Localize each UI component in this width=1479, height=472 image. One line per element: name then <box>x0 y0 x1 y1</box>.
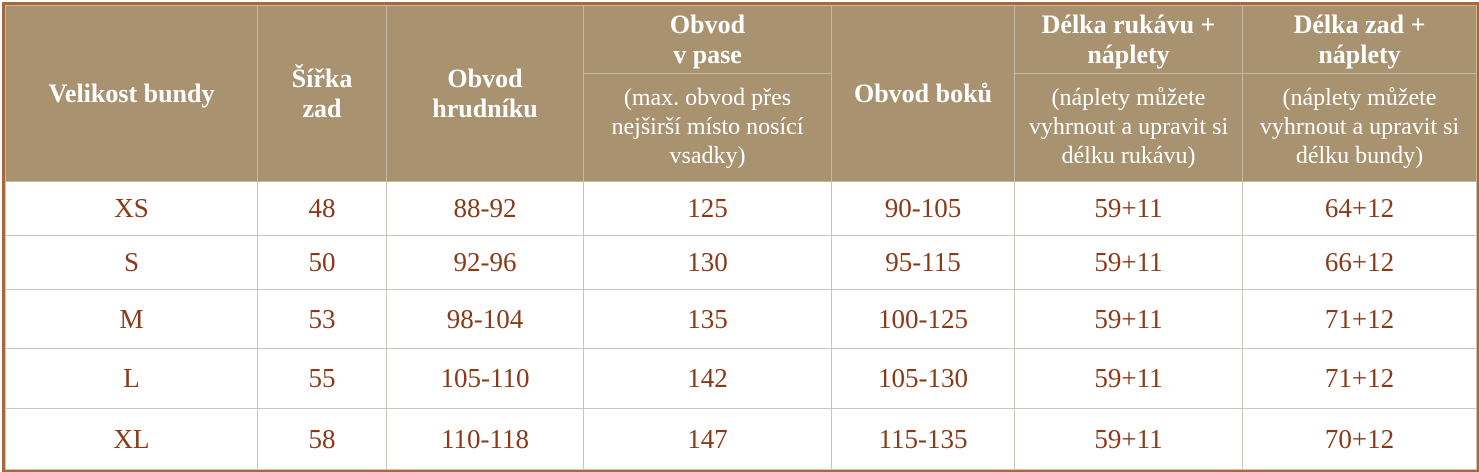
size-row: S 50 92-96 130 95-115 59+11 66+12 <box>5 235 1477 290</box>
cell: XS <box>5 181 258 236</box>
cell: 110-118 <box>386 408 584 470</box>
cell: 55 <box>257 348 387 409</box>
cell: 59+11 <box>1014 348 1243 409</box>
header-note-row: (max. obvod přes nejširší místo nosící v… <box>6 73 1477 182</box>
cell: 147 <box>583 408 832 470</box>
cell: 92-96 <box>386 235 584 290</box>
cell: 59+11 <box>1014 289 1243 349</box>
size-row: L 55 105-110 142 105-130 59+11 71+12 <box>5 348 1477 409</box>
cell: 130 <box>583 235 832 290</box>
cell: M <box>5 289 258 349</box>
cell: L <box>5 348 258 409</box>
cell: 70+12 <box>1242 408 1477 470</box>
column-title: Obvod boků <box>831 5 1015 182</box>
cell: 105-130 <box>831 348 1015 409</box>
cell: 71+12 <box>1242 289 1477 349</box>
column-note: (náplety můžete vyhrnout a upravit si dé… <box>1014 73 1243 182</box>
column-title: Obvod v pase <box>583 5 832 74</box>
size-row: M 53 98-104 135 100-125 59+11 71+12 <box>5 289 1477 349</box>
cell: 135 <box>583 289 832 349</box>
table-header: Velikost bundy Šířka zad Obvod hrudníku Obv… <box>5 5 1477 182</box>
column-title: Délka zad + náplety <box>1242 5 1477 74</box>
cell: 64+12 <box>1242 181 1477 236</box>
cell: 53 <box>257 289 387 349</box>
cell: 100-125 <box>831 289 1015 349</box>
cell: 142 <box>583 348 832 409</box>
size-row: XS 48 88-92 125 90-105 59+11 64+12 <box>5 181 1477 236</box>
cell: 71+12 <box>1242 348 1477 409</box>
cell: 95-115 <box>831 235 1015 290</box>
cell: 66+12 <box>1242 235 1477 290</box>
cell: 98-104 <box>386 289 584 349</box>
cell: 59+11 <box>1014 408 1243 470</box>
cell: 58 <box>257 408 387 470</box>
cell: 90-105 <box>831 181 1015 236</box>
cell: 59+11 <box>1014 235 1243 290</box>
cell: XL <box>5 408 258 470</box>
size-row: XL 58 110-118 147 115-135 59+11 70+12 <box>5 408 1477 470</box>
column-note: (max. obvod přes nejširší místo nosící v… <box>583 73 832 182</box>
table-body: XS 48 88-92 125 90-105 59+11 64+12 S 50 92-96 130 9… <box>5 181 1477 470</box>
cell: 88-92 <box>386 181 584 236</box>
cell: 59+11 <box>1014 181 1243 236</box>
cell: S <box>5 235 258 290</box>
column-title: Šířka zad <box>257 5 387 182</box>
column-title: Velikost bundy <box>5 5 258 182</box>
column-title: Obvod hrudníku <box>386 5 584 182</box>
column-note: (náplety můžete vyhrnout a upravit si dé… <box>1242 73 1477 182</box>
cell: 115-135 <box>831 408 1015 470</box>
size-table: Velikost bundy Šířka zad Obvod hrudníku Obv… <box>5 5 1477 470</box>
cell: 48 <box>257 181 387 236</box>
column-title: Délka rukávu + náplety <box>1014 5 1243 74</box>
cell: 50 <box>257 235 387 290</box>
cell: 125 <box>583 181 832 236</box>
header-row: Velikost bundy Šířka zad Obvod hrudníku Obv… <box>5 5 1477 182</box>
cell: 105-110 <box>386 348 584 409</box>
